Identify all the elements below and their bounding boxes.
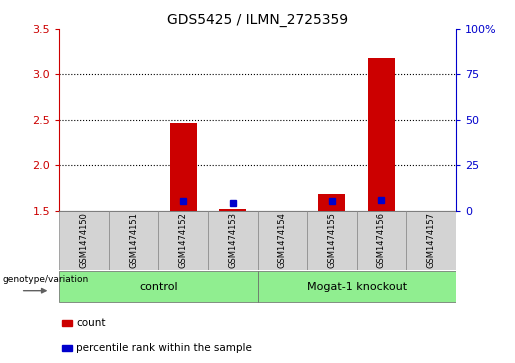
FancyBboxPatch shape [356,211,406,270]
FancyBboxPatch shape [59,271,258,302]
Text: control: control [139,282,178,292]
Text: GSM1474152: GSM1474152 [179,213,187,268]
Bar [169,122,197,211]
Bar [318,194,346,211]
Text: count: count [76,318,106,328]
Text: Mogat-1 knockout: Mogat-1 knockout [306,282,407,292]
Title: GDS5425 / ILMN_2725359: GDS5425 / ILMN_2725359 [167,13,348,26]
FancyBboxPatch shape [307,211,356,270]
FancyBboxPatch shape [109,211,159,270]
Text: genotype/variation: genotype/variation [3,275,89,284]
Text: GSM1474155: GSM1474155 [328,213,336,268]
Bar [62,320,72,326]
Bar [219,209,246,211]
Text: GSM1474153: GSM1474153 [228,212,237,269]
FancyBboxPatch shape [258,211,307,270]
FancyBboxPatch shape [406,211,456,270]
Bar [62,345,72,351]
Text: GSM1474156: GSM1474156 [377,212,386,269]
FancyBboxPatch shape [208,211,258,270]
Text: percentile rank within the sample: percentile rank within the sample [76,343,252,353]
Text: GSM1474157: GSM1474157 [426,212,436,269]
Bar [368,58,395,211]
FancyBboxPatch shape [258,271,456,302]
Text: GSM1474154: GSM1474154 [278,213,287,268]
FancyBboxPatch shape [159,211,208,270]
FancyBboxPatch shape [59,211,109,270]
Text: GSM1474151: GSM1474151 [129,213,138,268]
Text: GSM1474150: GSM1474150 [79,213,89,268]
